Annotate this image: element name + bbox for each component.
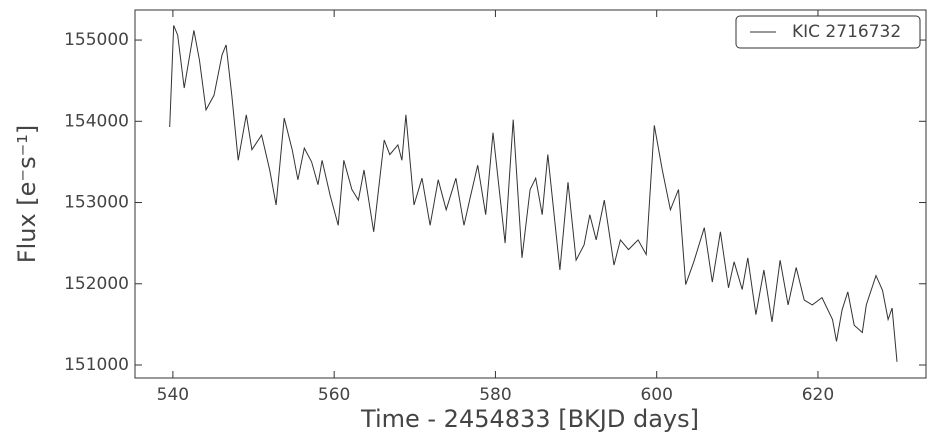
y-axis-label: Flux [e⁻s⁻¹]	[13, 125, 41, 263]
plot-frame	[134, 9, 927, 379]
legend-box	[735, 15, 921, 49]
legend-label: KIC 2716732	[792, 22, 901, 42]
y-tick-label: 151000	[64, 355, 129, 375]
x-tick-label: 560	[318, 385, 350, 405]
y-tick-label: 153000	[64, 193, 129, 213]
x-axis-label: Time - 2454833 [BKJD days]	[360, 405, 699, 433]
y-tick-label: 154000	[64, 111, 129, 131]
x-tick-label: 580	[479, 385, 511, 405]
y-tick-label: 152000	[64, 274, 129, 294]
x-tick-label: 600	[640, 385, 672, 405]
flux-line	[169, 25, 898, 362]
x-tick-label: 620	[802, 385, 834, 405]
y-tick-label: 155000	[64, 30, 129, 50]
x-tick-label: 540	[157, 385, 189, 405]
